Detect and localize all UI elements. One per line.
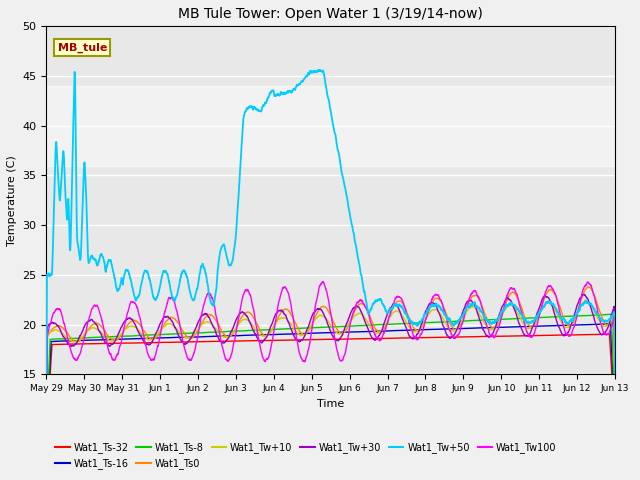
Title: MB Tule Tower: Open Water 1 (3/19/14-now): MB Tule Tower: Open Water 1 (3/19/14-now…: [178, 7, 483, 21]
Y-axis label: Temperature (C): Temperature (C): [7, 155, 17, 246]
X-axis label: Time: Time: [317, 399, 344, 408]
Bar: [46, 86, 615, 166]
Text: MB_tule: MB_tule: [58, 43, 107, 53]
Legend: Wat1_Ts-32, Wat1_Ts-16, Wat1_Ts-8, Wat1_Ts0, Wat1_Tw+10, Wat1_Tw+30, Wat1_Tw+50,: Wat1_Ts-32, Wat1_Ts-16, Wat1_Ts-8, Wat1_…: [51, 438, 561, 473]
